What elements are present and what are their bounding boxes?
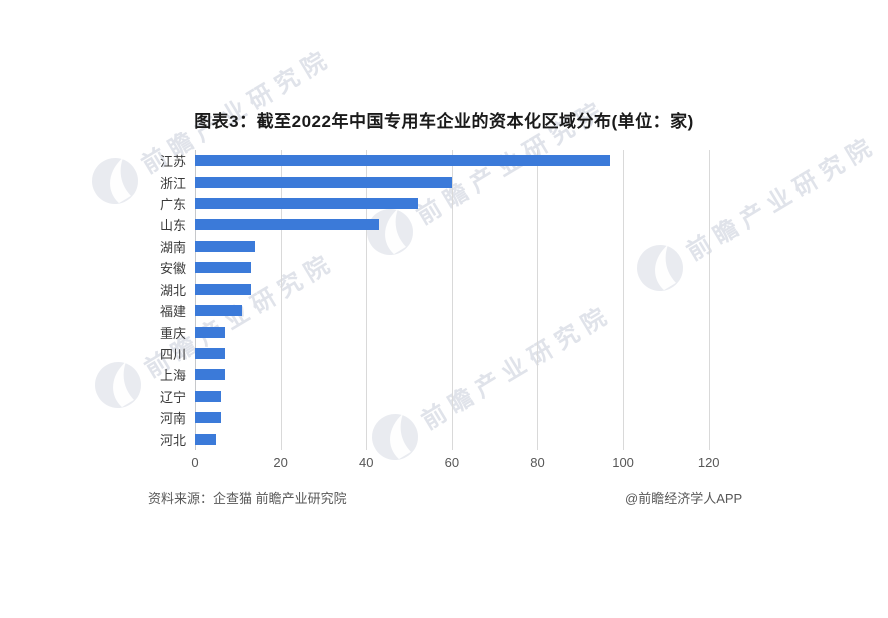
gridline bbox=[366, 150, 368, 450]
bar-row: 安徽 bbox=[160, 257, 747, 278]
bar bbox=[195, 176, 452, 188]
plot-area: 江苏浙江广东山东湖南安徽湖北福建重庆四川上海辽宁河南河北 0 20 40 60 80 10… bbox=[160, 150, 747, 470]
bar-row: 上海 bbox=[160, 364, 747, 385]
category-label: 福建 bbox=[159, 304, 186, 320]
bar-row: 江苏 bbox=[160, 150, 747, 171]
x-tick-label: 100 bbox=[612, 455, 634, 470]
bar-row: 辽宁 bbox=[160, 386, 747, 407]
bar-row: 重庆 bbox=[160, 321, 747, 342]
bar bbox=[195, 283, 251, 295]
bar bbox=[195, 262, 251, 274]
gridline bbox=[195, 150, 196, 450]
bar bbox=[195, 326, 225, 338]
bar-rows: 江苏浙江广东山东湖南安徽湖北福建重庆四川上海辽宁河南河北 bbox=[160, 150, 747, 450]
bar bbox=[195, 433, 217, 445]
bar bbox=[195, 155, 611, 167]
source-text: 资料来源：企查猫 前瞻产业研究院 bbox=[148, 491, 347, 506]
bar bbox=[195, 412, 221, 424]
x-tick-label: 80 bbox=[530, 455, 545, 470]
bar bbox=[195, 305, 243, 317]
category-label: 广东 bbox=[159, 197, 186, 213]
bar-row: 河南 bbox=[160, 407, 747, 428]
bar bbox=[195, 348, 225, 359]
category-label: 湖南 bbox=[159, 239, 186, 255]
chart-title: 图表3：截至2022年中国专用车企业的资本化区域分布(单位：家) bbox=[194, 112, 694, 131]
bar-row: 四川 bbox=[160, 343, 747, 364]
bar-row: 山东 bbox=[160, 214, 747, 235]
bar bbox=[195, 240, 255, 252]
category-label: 安徽 bbox=[159, 261, 186, 277]
category-label: 山东 bbox=[159, 218, 186, 234]
bar-row: 湖北 bbox=[160, 279, 747, 300]
category-label: 河北 bbox=[159, 432, 186, 448]
x-tick-label: 120 bbox=[697, 455, 720, 470]
category-label: 河南 bbox=[159, 411, 186, 427]
bar-row: 河北 bbox=[160, 428, 747, 449]
x-tick-label: 0 bbox=[191, 455, 199, 470]
bar bbox=[195, 369, 225, 381]
category-label: 江苏 bbox=[159, 154, 186, 170]
gridline bbox=[451, 150, 453, 450]
gridline bbox=[623, 150, 625, 450]
category-label: 辽宁 bbox=[159, 389, 186, 405]
bar bbox=[195, 219, 380, 231]
bar-row: 湖南 bbox=[160, 236, 747, 257]
bar-row: 福建 bbox=[160, 300, 747, 321]
x-axis: 0 20 40 60 80 100 120 bbox=[191, 450, 747, 472]
bar-row: 广东 bbox=[160, 193, 747, 214]
x-tick-label: 20 bbox=[273, 455, 288, 470]
bar bbox=[195, 198, 418, 210]
x-tick-label: 40 bbox=[358, 455, 374, 470]
category-label: 重庆 bbox=[159, 325, 186, 341]
gridline bbox=[280, 150, 282, 450]
credit-text: @前瞻经济学人APP bbox=[625, 491, 743, 506]
x-tick-label: 60 bbox=[444, 455, 460, 470]
category-label: 上海 bbox=[159, 368, 186, 384]
category-label: 湖北 bbox=[159, 282, 186, 298]
bar bbox=[195, 390, 221, 402]
bar-row: 浙江 bbox=[160, 171, 747, 192]
gridline bbox=[537, 150, 539, 450]
gridline bbox=[708, 150, 710, 450]
category-label: 四川 bbox=[159, 347, 186, 362]
category-label: 浙江 bbox=[159, 175, 186, 191]
